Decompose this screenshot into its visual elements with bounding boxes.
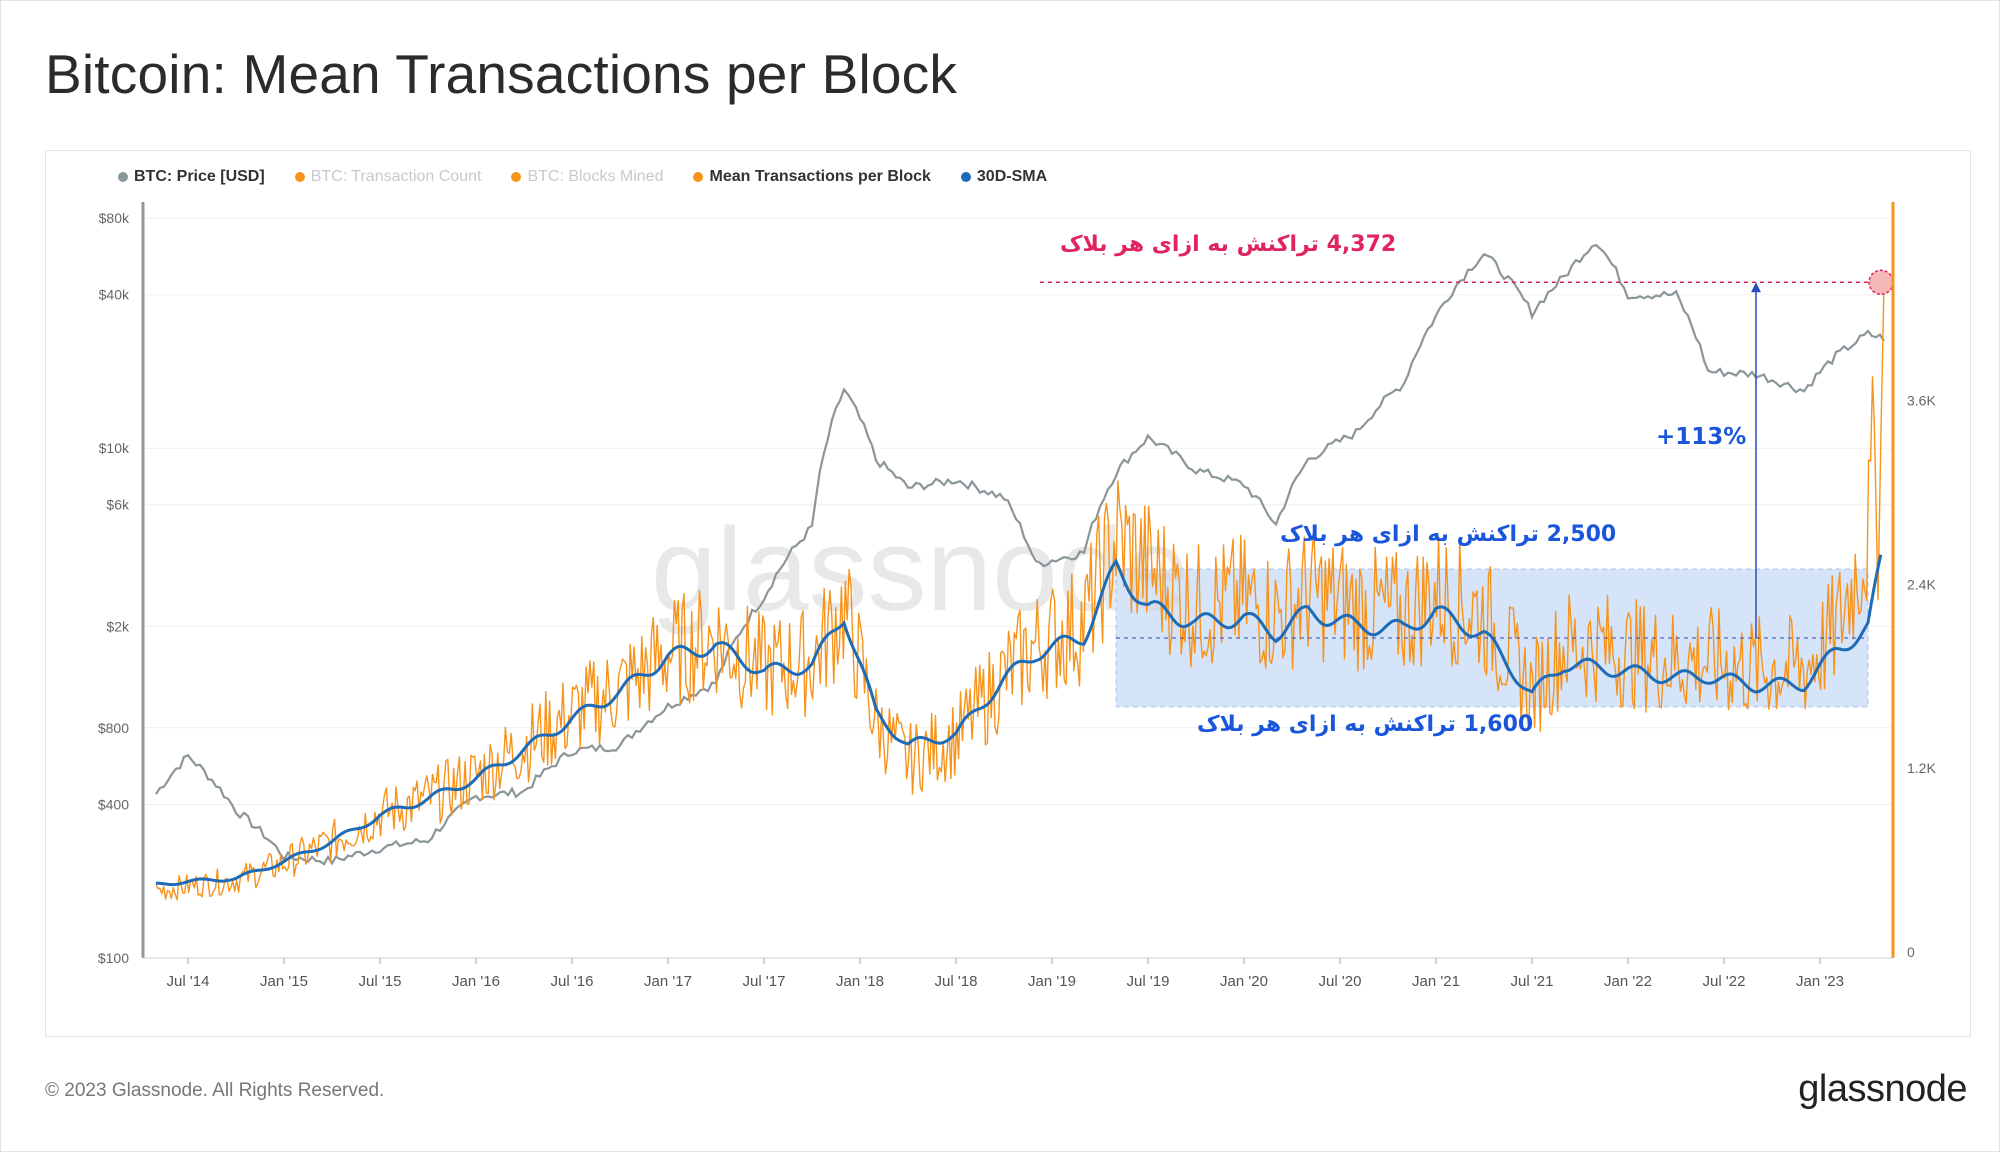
legend-dot-icon [118,172,128,182]
glassnode-logo[interactable]: glassnode [1798,1068,1967,1110]
x-tick-label: Jan '18 [836,973,884,990]
annotation-lower-band: 1,600 تراکنش به ازای هر بلاک [1197,712,1534,737]
y-right-tick-label: 1.2K [1907,760,1936,776]
x-tick-label: Jan '16 [452,973,500,990]
legend-dot-icon [511,172,522,182]
legend-item-blocks-mined[interactable]: BTC: Blocks Mined [511,168,663,186]
legend-item-30d-sma[interactable]: 30D-SMA [960,168,1048,186]
legend-label: Mean Transactions per Block [709,168,931,185]
y-left-tick-label: $40k [99,287,130,303]
sma-series [155,554,1883,887]
legend-item-price[interactable]: BTC: Price [USD] [118,168,265,186]
x-tick-label: Jul '15 [359,973,402,990]
x-tick-label: Jul '16 [551,973,594,990]
legend-label: BTC: Blocks Mined [527,168,664,185]
y-left-tick-label: $6k [106,497,130,513]
x-tick-label: Jan '15 [260,973,308,990]
x-tick-label: Jan '19 [1028,973,1076,990]
tick-labels: $80k $40k $10k $6k $2k $800 $400 $100 3.6K 2.4K 1.… [98,210,1937,990]
legend-label: 30D-SMA [976,168,1048,185]
legend-item-mean-tx-per-block[interactable]: Mean Transactions per Block [693,168,931,186]
price-line [155,243,1885,866]
legend-item-transaction-count[interactable]: BTC: Transaction Count [294,168,482,186]
legend-dot-icon [294,172,305,182]
x-tick-label: Jul '22 [1703,973,1746,990]
peak-marker [1868,269,1894,296]
y-left-tick-label: $80k [99,210,130,226]
y-left-tick-label: $400 [98,797,129,813]
legend-dot-icon [960,172,971,182]
y-left-tick-label: $2k [106,618,130,634]
price-series [155,243,1885,866]
x-tick-label: Jul '19 [1127,973,1170,990]
y-left-tick-label: $100 [98,950,129,966]
x-tick-label: Jan '17 [644,973,692,990]
x-tick-label: Jul '20 [1319,973,1362,990]
legend-label: BTC: Price [USD] [134,168,265,185]
y-left-tick-label: $10k [99,440,130,456]
y-right-tick-label: 0 [1907,944,1915,960]
legend-label: BTC: Transaction Count [310,168,482,185]
x-tick-label: Jul '14 [167,973,210,990]
legend-dot-icon [693,172,704,182]
y-left-tick-label: $800 [98,720,129,736]
axes [141,202,1895,964]
x-tick-label: Jul '17 [743,973,786,990]
x-tick-label: Jul '18 [935,973,978,990]
increase-arrow-head [1751,282,1761,293]
annotation-increase: +113% [1656,424,1747,450]
x-tick-label: Jan '20 [1220,973,1268,990]
x-tick-label: Jul '21 [1511,973,1554,990]
chart-legend: BTC: Price [USD] BTC: Transaction Count … [118,166,1047,188]
annotation-peak: 4,372 تراکنش به ازای هر بلاک [1060,232,1397,257]
sma-line [155,554,1883,887]
y-right-tick-label: 3.6K [1907,393,1936,409]
annotation-upper-band: 2,500 تراکنش به ازای هر بلاک [1280,522,1617,547]
x-tick-label: Jan '21 [1412,973,1460,990]
y-right-tick-label: 2.4K [1907,576,1936,592]
x-tick-label: Jan '22 [1604,973,1652,990]
footer-copyright: © 2023 Glassnode. All Rights Reserved. [45,1080,385,1101]
page-title: Bitcoin: Mean Transactions per Block [45,43,958,105]
x-tick-label: Jan '23 [1796,973,1844,990]
